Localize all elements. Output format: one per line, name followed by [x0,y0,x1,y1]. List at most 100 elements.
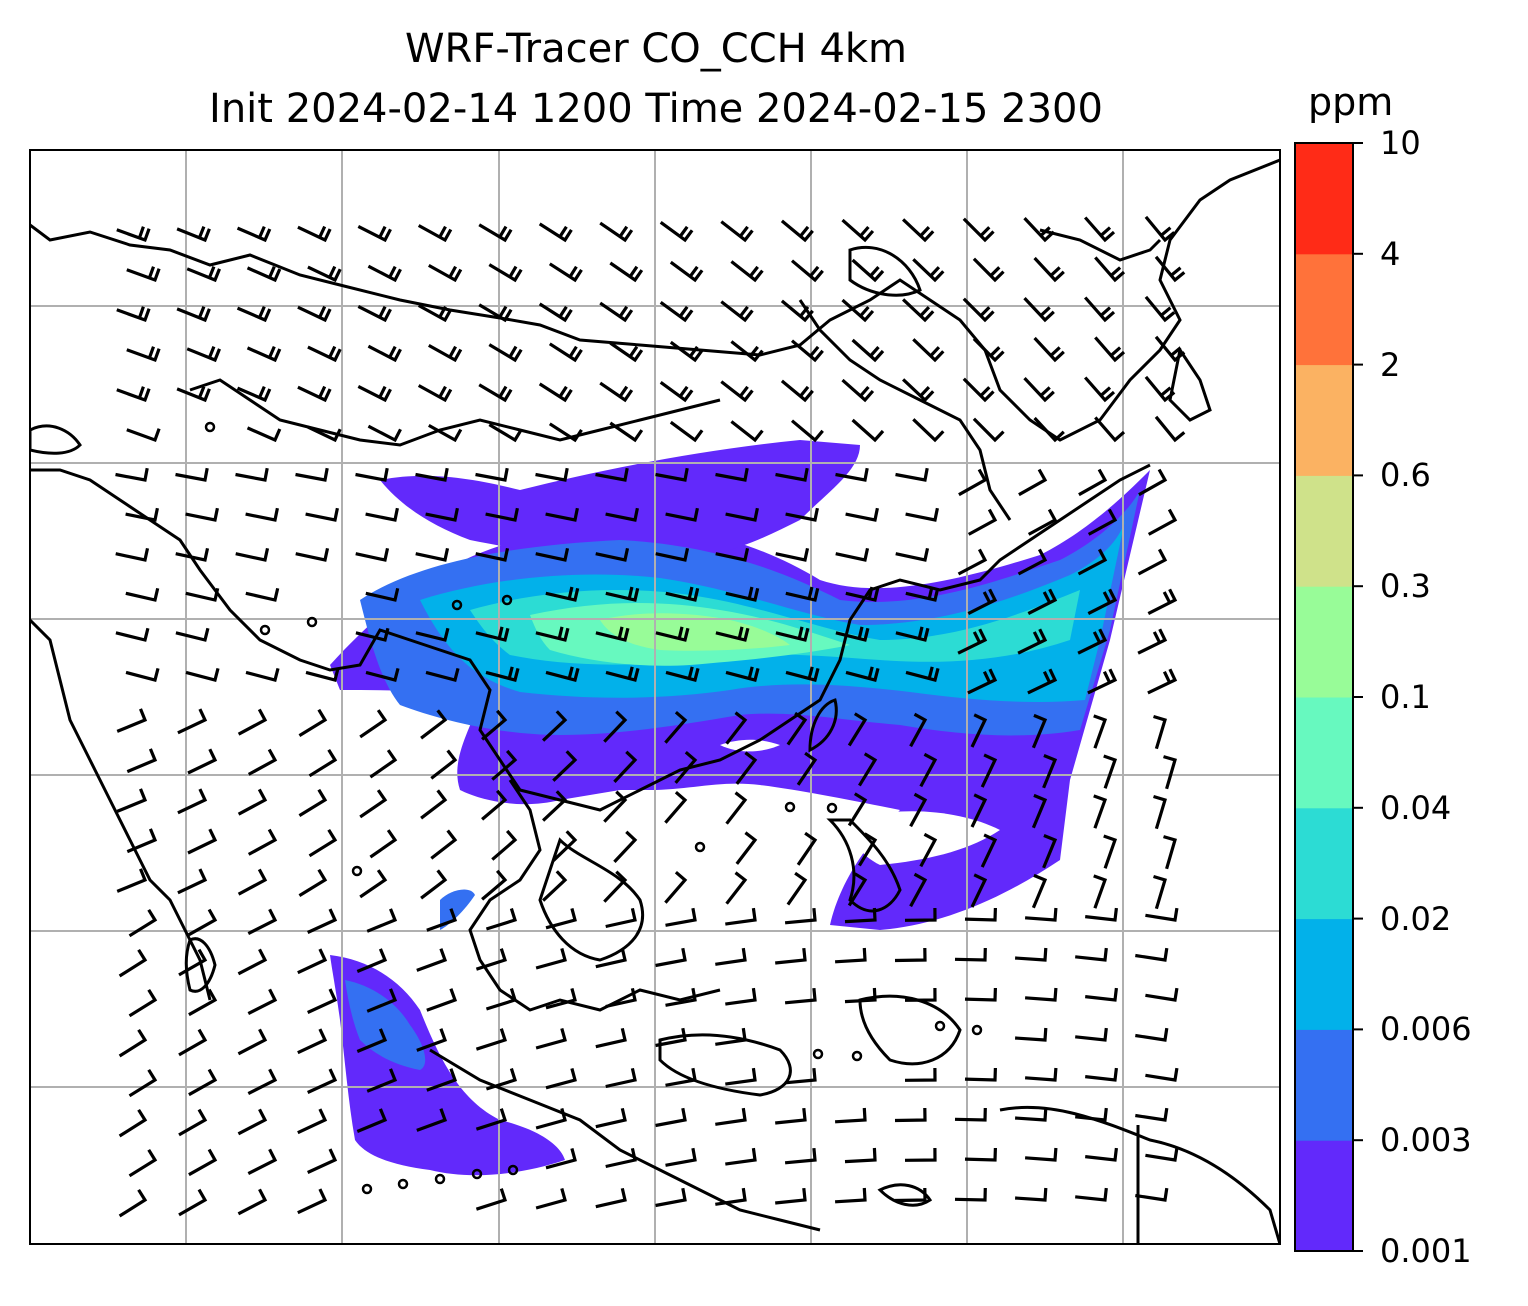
wind-barb [1017,628,1048,655]
wind-barb [595,1187,627,1209]
colorbar-tick-label: 0.1 [1380,678,1431,716]
wind-barb [669,340,704,363]
colorbar-segment [1295,253,1353,366]
wind-barb [1024,1067,1058,1082]
wind-barb [1075,1027,1108,1042]
wind-barb [237,1028,268,1056]
wind-barb [780,299,814,323]
wind-barb [478,223,513,243]
wind-barb [307,1148,338,1174]
wind-barb [545,987,577,1010]
wind-barb [851,338,885,363]
wind-barb [415,467,449,482]
wind-barb [970,713,988,748]
wind-barb [1014,1107,1048,1122]
wind-barb [595,467,629,482]
wind-barb [715,467,749,482]
wind-barb [1024,987,1058,1002]
wind-barb [1145,1147,1179,1162]
wind-barb [964,907,997,922]
map-title-line2: Init 2024-02-14 1200 Time 2024-02-15 230… [209,86,1103,132]
wind-barb [902,298,935,323]
wind-barb [416,948,448,972]
wind-barb [655,947,687,968]
wind-barb [115,627,150,642]
wind-barb [1075,1187,1108,1202]
wind-barb [126,346,161,363]
wind-barb [665,987,697,1007]
wind-barb [425,507,459,522]
wind-barb [1042,834,1058,869]
wind-barb [177,708,208,735]
wind-barb [851,418,885,443]
wind-barb [595,1107,627,1129]
wind-barb [367,344,402,363]
wind-barb [720,220,754,243]
wind-barb [237,1188,268,1216]
wind-barb [775,1107,807,1125]
wind-barb [1075,1107,1108,1122]
wind-barb [1085,1067,1118,1082]
wind-barb [366,1068,398,1093]
wind-barb [247,1068,278,1096]
colorbar-segment [1295,1140,1353,1252]
wind-barb [545,1067,577,1090]
wind-barb [605,1067,637,1089]
wind-barb [912,338,945,363]
wind-barb [491,829,518,861]
wind-barb [725,507,759,522]
wind-barb [775,547,810,562]
wind-barb [359,789,388,819]
colorbar-tick-label: 4 [1380,234,1401,273]
wind-barb [116,226,151,243]
wind-barb [1103,754,1118,789]
colorbar-segment [1295,807,1353,920]
wind-barb [904,1067,937,1082]
wind-barb [725,1147,757,1166]
wind-calm-marker [204,421,216,433]
wind-barb [1023,297,1055,323]
wind-barb [964,987,997,1002]
wind-barb [485,1068,518,1091]
wind-barb [1042,754,1058,789]
wind-barb [674,750,698,784]
wind-barb [786,711,808,746]
wind-barb [426,1068,458,1092]
wind-barb [1135,1107,1169,1122]
wind-barb [426,908,458,932]
wind-barb [1153,794,1167,830]
wind-barb [545,1147,577,1170]
wind-barb [1078,468,1108,497]
wind-barb [858,832,878,867]
colorbar-segment [1295,475,1353,587]
wind-barb [1135,1187,1169,1202]
wind-barb [775,626,810,642]
wind-barb [307,1068,338,1094]
tracer-plume-south [330,955,565,1176]
wind-barb [715,626,750,642]
wind-barb [1137,548,1168,576]
wind-barb [246,265,282,283]
wind-barb [305,667,340,682]
wind-barb [1087,588,1118,616]
wind-barb [116,386,151,403]
wind-barb [295,467,329,482]
wind-barb [725,871,748,905]
wind-barb [485,507,519,522]
wind-barb [125,587,160,602]
wind-barb [909,792,928,828]
wind-barb [417,304,453,323]
wind-barb [790,419,824,443]
wind-barb [845,666,880,682]
wind-barb [605,907,637,929]
colorbar-segment [1295,918,1353,1030]
wind-barb [665,507,699,522]
wind-barb [366,908,398,933]
wind-barb [599,381,634,403]
wind-calm-marker [351,865,363,877]
wind-barb [1027,668,1058,695]
wind-barb [548,262,583,283]
wind-barb [715,1187,747,1206]
wind-barb [188,988,218,1017]
